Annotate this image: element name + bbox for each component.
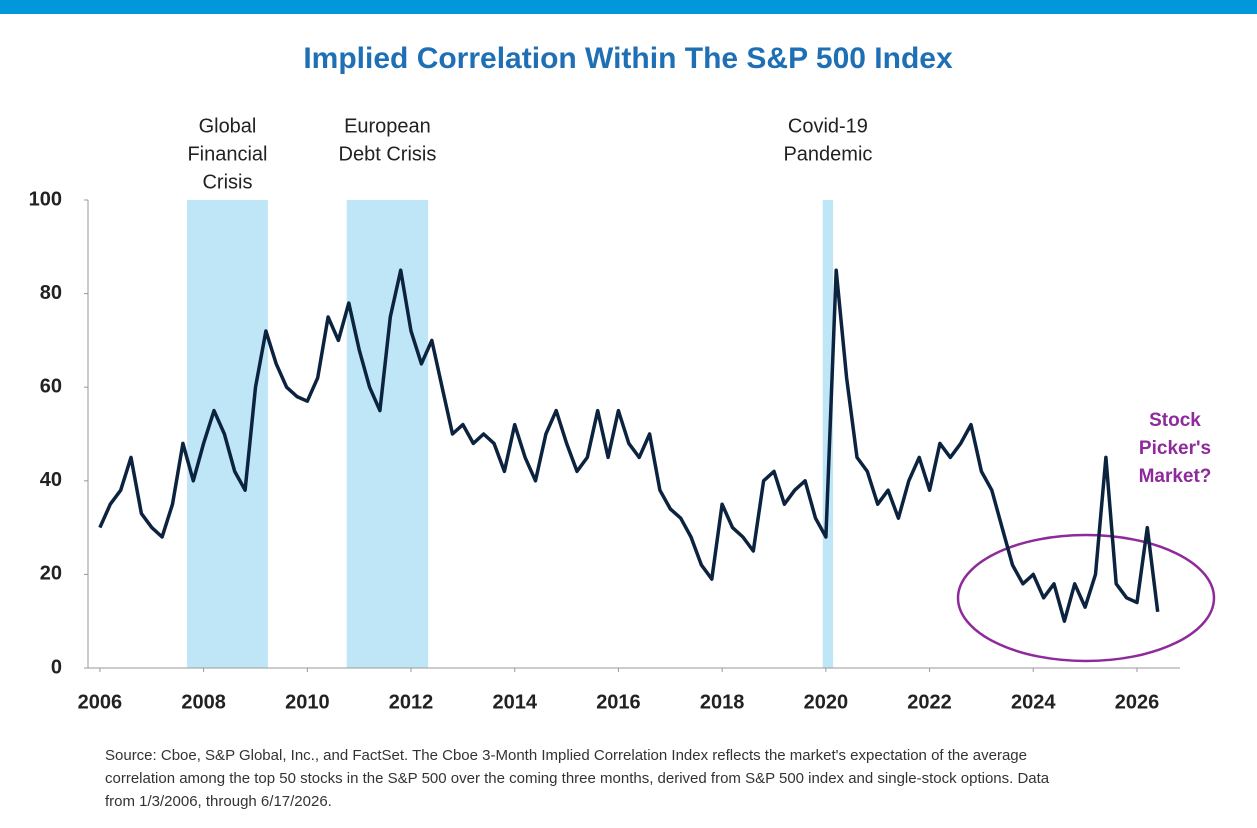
band-label: Pandemic xyxy=(783,143,872,165)
x-tick-label: 2026 xyxy=(1115,691,1160,713)
x-tick-label: 2008 xyxy=(181,691,226,713)
annotation: Market? xyxy=(1139,466,1212,487)
x-tick-label: 2012 xyxy=(389,691,434,713)
data-line xyxy=(98,268,1160,623)
x-tick-label: 2010 xyxy=(285,691,330,713)
y-tick-label: 60 xyxy=(40,375,62,397)
y-tick-label: 20 xyxy=(40,563,62,585)
x-tick-label: 2014 xyxy=(492,691,537,713)
x-tick-label: 2006 xyxy=(78,691,123,713)
band-label: Financial xyxy=(187,143,267,165)
x-tick-label: 2022 xyxy=(907,691,952,713)
band-label: Covid-19 xyxy=(788,115,868,137)
shaded-band xyxy=(187,200,268,668)
annotation: Stock xyxy=(1149,410,1201,431)
shaded-band xyxy=(822,200,834,668)
y-tick-label: 40 xyxy=(40,469,62,491)
y-tick-label: 80 xyxy=(40,282,62,304)
highlight-ellipse xyxy=(956,533,1216,663)
source-note: from 1/3/2006, through 6/17/2026. xyxy=(105,793,332,810)
annotation: Picker's xyxy=(1139,438,1211,459)
y-tick-label: 0 xyxy=(51,656,62,678)
x-tick-label: 2024 xyxy=(1011,691,1056,713)
band-label: Global xyxy=(199,115,257,137)
x-tick-label: 2020 xyxy=(804,691,849,713)
band-label: Debt Crisis xyxy=(339,143,437,165)
band-label: Crisis xyxy=(202,171,252,193)
shaded-band xyxy=(346,200,429,668)
source-note: Source: Cboe, S&P Global, Inc., and Fact… xyxy=(105,747,1027,764)
x-tick-label: 2016 xyxy=(596,691,641,713)
x-tick-label: 2018 xyxy=(700,691,745,713)
source-note: correlation among the top 50 stocks in t… xyxy=(105,770,1050,787)
y-tick-label: 100 xyxy=(29,188,62,210)
top-bar xyxy=(0,0,1257,14)
band-label: European xyxy=(344,115,431,137)
chart-title: Implied Correlation Within The S&P 500 I… xyxy=(303,42,953,75)
